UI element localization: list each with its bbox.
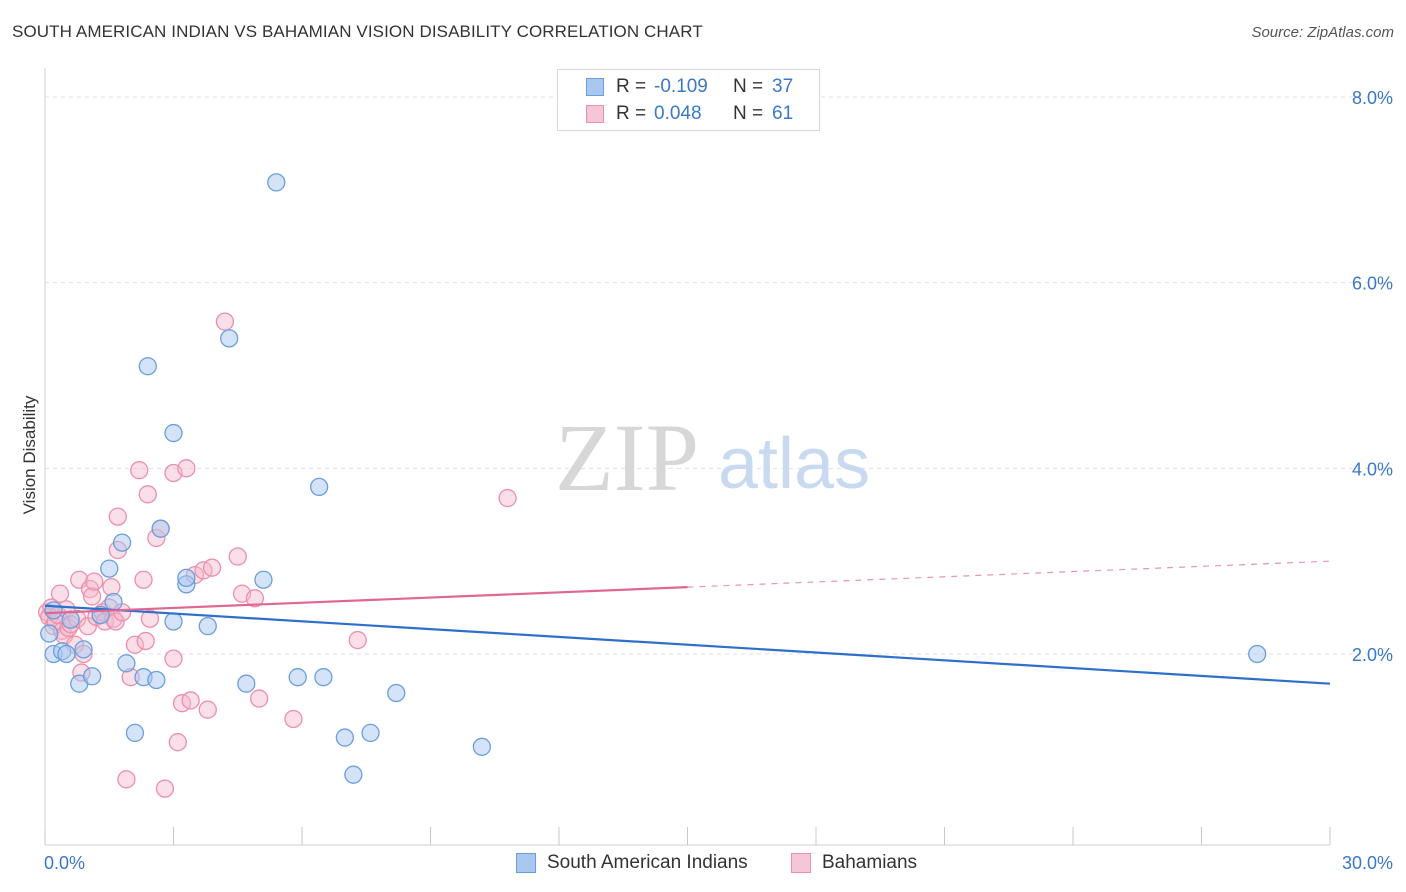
data-point-south-american-indians [288, 668, 307, 687]
y-tick-label: 8.0% [1352, 88, 1393, 108]
data-point-south-american-indians [164, 612, 183, 631]
data-point-bahamians [164, 649, 183, 668]
data-point-south-american-indians [198, 617, 217, 636]
data-point-bahamians [198, 700, 217, 719]
legend-r-value: 0.048 [654, 103, 702, 124]
data-point-bahamians [215, 312, 235, 331]
data-point-bahamians [284, 709, 303, 729]
legend-swatch-pink [586, 105, 604, 123]
data-point-bahamians [138, 485, 157, 504]
legend-r-value: -0.109 [654, 76, 708, 97]
data-point-south-american-indians [164, 423, 183, 443]
watermark-zip: ZIP [555, 404, 699, 511]
legend-n-label: N = [733, 103, 764, 124]
x-tick-label: 30.0% [1342, 853, 1393, 873]
data-point-bahamians [50, 584, 70, 603]
data-point-south-american-indians [57, 644, 76, 664]
data-point-south-american-indians [138, 357, 157, 376]
data-point-bahamians [134, 570, 153, 589]
data-point-south-american-indians [117, 654, 136, 673]
data-point-south-american-indians [237, 674, 256, 693]
data-point-south-american-indians [74, 640, 93, 659]
data-point-south-american-indians [254, 570, 273, 589]
data-point-bahamians [155, 779, 175, 798]
data-point-south-american-indians [112, 533, 132, 552]
legend-r-label: R = [616, 76, 647, 97]
legend-n-label: N = [733, 76, 764, 97]
data-point-south-american-indians [61, 610, 80, 629]
data-point-bahamians [177, 459, 196, 478]
data-point-south-american-indians [387, 683, 406, 703]
data-point-bahamians [250, 689, 269, 708]
watermark-atlas: atlas [718, 424, 870, 504]
data-point-bahamians [228, 547, 247, 566]
data-point-bahamians [181, 691, 200, 710]
bottom-legend-swatch-pink [791, 853, 811, 873]
data-point-south-american-indians [472, 737, 492, 756]
data-point-bahamians [106, 612, 125, 631]
data-point-south-american-indians [125, 723, 145, 743]
data-point-south-american-indians [147, 670, 166, 690]
data-point-bahamians [136, 631, 155, 651]
source-label: Source: ZipAtlas.com [1251, 24, 1394, 41]
data-point-bahamians [168, 733, 187, 752]
data-point-bahamians [108, 507, 127, 526]
data-point-bahamians [82, 587, 102, 606]
bahamians-points [37, 312, 517, 798]
data-point-south-american-indians [151, 519, 170, 538]
chart-title: SOUTH AMERICAN INDIAN VS BAHAMIAN VISION… [12, 22, 703, 41]
x-tick-label: 0.0% [44, 853, 85, 873]
legend-row-bahamians: R = 0.048 N = 61 [558, 101, 819, 127]
data-point-south-american-indians [220, 329, 239, 348]
data-point-bahamians [202, 558, 222, 577]
y-tick-label: 4.0% [1352, 459, 1393, 479]
data-point-bahamians [85, 572, 104, 591]
y-axis-label: Vision Disability [20, 395, 39, 514]
data-point-south-american-indians [335, 728, 354, 747]
data-point-bahamians [245, 589, 265, 608]
grid-lines [45, 96, 1392, 655]
data-point-south-american-indians [44, 601, 63, 620]
data-point-south-american-indians [100, 559, 119, 578]
legend-n-value: 37 [772, 76, 794, 97]
south-american-indians-points [40, 173, 1267, 784]
y-tick-label: 6.0% [1352, 274, 1393, 294]
data-point-bahamians [140, 609, 160, 628]
data-point-south-american-indians [1248, 644, 1267, 664]
legend-row-south-american-indians: R = -0.109 N = 37 [558, 74, 819, 100]
data-point-south-american-indians [82, 667, 102, 686]
y-tick-label: 2.0% [1352, 645, 1393, 665]
bottom-legend-label: South American Indians [547, 852, 748, 873]
data-point-bahamians [498, 488, 517, 508]
data-point-south-american-indians [104, 592, 123, 612]
data-point-south-american-indians [177, 568, 196, 588]
trend-lines [44, 560, 1331, 685]
data-point-south-american-indians [40, 624, 59, 643]
data-point-south-american-indians [314, 668, 333, 687]
correlation-legend: R = -0.109 N = 37 R = 0.048 N = 61 [557, 69, 820, 131]
axes [44, 68, 1331, 846]
legend-swatch-blue [586, 78, 604, 96]
legend-n-value: 61 [772, 103, 794, 124]
trend-line-bahamians [44, 586, 688, 615]
tick-labels: 2.0% 4.0% 6.0% 8.0% 0.0% 30.0% [44, 88, 1393, 873]
trend-line-south-american-indians [44, 604, 1331, 685]
data-point-bahamians [348, 630, 367, 650]
bottom-legend-label: Bahamians [822, 852, 918, 873]
data-point-south-american-indians [361, 723, 380, 743]
data-point-bahamians [102, 578, 121, 597]
trend-line-bahamians-extension [687, 560, 1331, 588]
watermark: ZIP atlas [555, 404, 870, 511]
data-point-south-american-indians [309, 477, 329, 497]
data-point-bahamians [117, 770, 136, 789]
data-point-bahamians [125, 635, 145, 654]
data-point-south-american-indians [344, 765, 363, 784]
bottom-legend-swatch-blue [516, 853, 536, 873]
legend-r-label: R = [616, 103, 647, 124]
data-point-south-american-indians [267, 173, 286, 192]
data-point-bahamians [130, 461, 149, 480]
